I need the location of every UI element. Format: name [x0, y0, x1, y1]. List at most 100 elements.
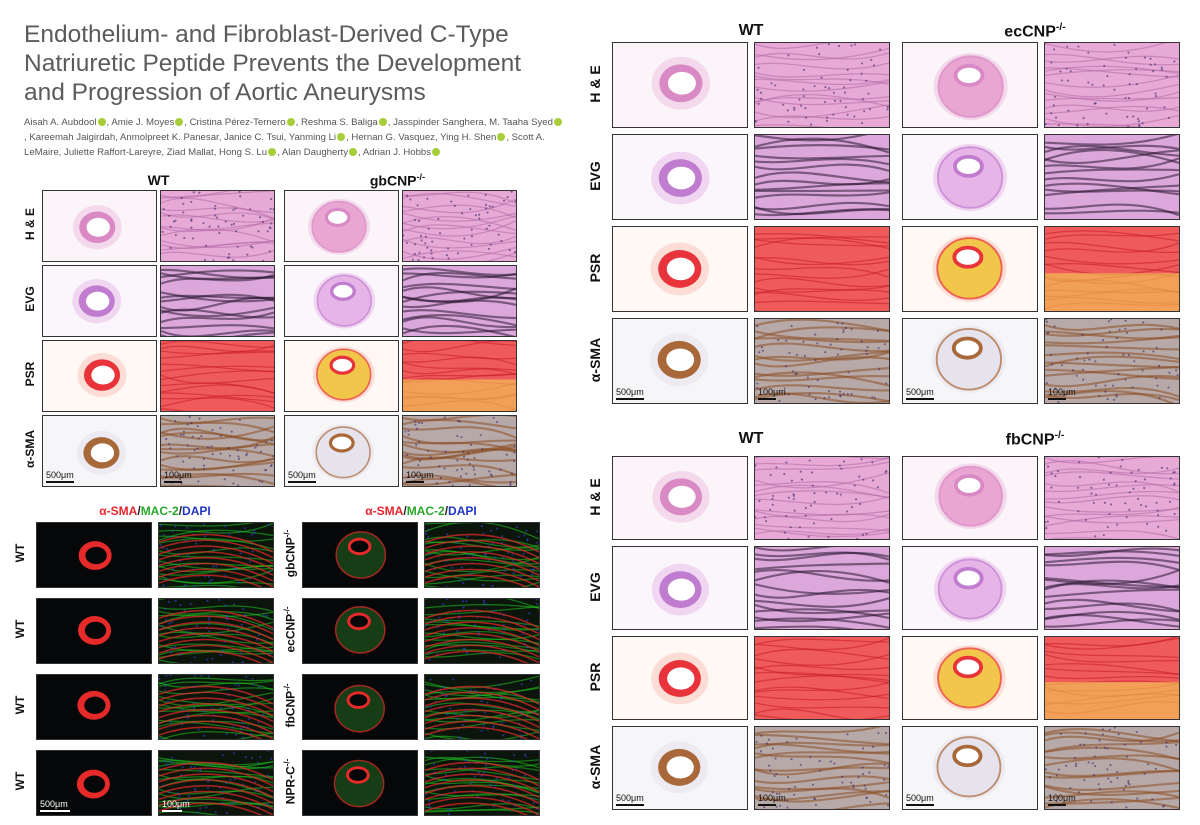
wt-evg-magnified-image: [160, 265, 275, 337]
ko-sma-overview-image: [284, 415, 399, 487]
row-label-he: H & E: [23, 208, 37, 241]
ko-sma-overview-image: [902, 726, 1038, 810]
row-label-wt: WT: [13, 695, 27, 715]
wt-psr-magnified-image: [754, 226, 890, 312]
scale-bar: [758, 804, 776, 806]
panel-immunofluorescence: α-SMA/MAC-2/DAPI α-SMA/MAC-2/DAPI WT gbCNP-…: [12, 502, 557, 816]
scale-bar-label: 100μm: [406, 470, 434, 480]
stain-name: /: [444, 504, 449, 518]
orcid-icon[interactable]: [337, 133, 346, 141]
ko-sma-magnified-image: [1044, 726, 1180, 810]
scale-bar-label: 500μm: [46, 470, 74, 480]
wt-sma-magnified-image: [754, 318, 890, 404]
author-name: Hong S. Lu: [219, 147, 268, 158]
wt-fluorescence-magnified-image: [158, 674, 274, 740]
scale-bar-label: 100μm: [758, 387, 786, 397]
ko-fluorescence-overview-image: [302, 598, 418, 664]
row-label-sma: α-SMA: [23, 429, 37, 469]
wt-psr-magnified-image: [754, 636, 890, 720]
column-header-wt: WT: [738, 430, 764, 447]
ko-he-magnified-image: [402, 190, 517, 262]
column-header-ko: fbCNP-/-: [1005, 430, 1065, 449]
orcid-icon[interactable]: [286, 118, 295, 126]
scale-bar-label: 100μm: [1048, 793, 1076, 803]
stain-legend: α-SMA/MAC-2/DAPI: [302, 502, 540, 520]
wt-fluorescence-overview-image: [36, 598, 152, 664]
stain-name: /: [137, 504, 141, 518]
ko-sma-magnified-image: [402, 415, 517, 487]
wt-evg-magnified-image: [754, 546, 890, 630]
ko-he-magnified-image: [1044, 456, 1180, 540]
scale-bar-label: 500μm: [616, 793, 644, 803]
author-name: Adrian J. Hobbs: [362, 147, 432, 158]
author-name: Reshma S. Baliga: [300, 117, 378, 128]
ko-fluorescence-magnified-image: [424, 674, 540, 740]
scale-bar: [1048, 804, 1066, 806]
row-label-psr: PSR: [587, 253, 603, 283]
row-label-genotype: NPR-C-/-: [282, 758, 298, 805]
author-name: Alan Daugherty: [281, 147, 348, 158]
author-name: Kareemah Jaigirdah: [29, 132, 116, 143]
wt-sma-overview-image: [612, 318, 748, 404]
row-label-evg: EVG: [23, 286, 37, 312]
scale-bar: [288, 481, 316, 483]
ko-evg-magnified-image: [1044, 134, 1180, 220]
ko-psr-overview-image: [284, 340, 399, 412]
wt-he-magnified-image: [754, 42, 890, 128]
author-name: Cristina Pérez-Ternero: [189, 117, 286, 128]
author-name: Hernan G. Vasquez: [351, 132, 435, 143]
stain-legend: α-SMA/MAC-2/DAPI: [36, 502, 274, 520]
wt-psr-magnified-image: [160, 340, 275, 412]
ko-fluorescence-overview-image: [302, 674, 418, 740]
author-name: M. Taaha Syed: [489, 117, 553, 128]
orcid-icon[interactable]: [553, 118, 562, 126]
wt-psr-overview-image: [612, 636, 748, 720]
wt-evg-overview-image: [612, 134, 748, 220]
stain-name: MAC-2: [140, 504, 179, 518]
orcid-icon[interactable]: [497, 133, 506, 141]
wt-sma-overview-image: [42, 415, 157, 487]
column-header-wt: WT: [147, 172, 170, 188]
scale-bar: [906, 804, 934, 806]
author-name: Jasspinder Sanghera: [393, 117, 484, 128]
ko-he-magnified-image: [1044, 42, 1180, 128]
wt-evg-overview-image: [612, 546, 748, 630]
row-label-he: H & E: [587, 65, 603, 103]
ko-evg-magnified-image: [1044, 546, 1180, 630]
orcid-icon[interactable]: [268, 148, 277, 156]
wt-sma-magnified-image: [754, 726, 890, 810]
author-name: Amie J. Moyes: [111, 117, 175, 128]
orcid-icon[interactable]: [349, 148, 357, 156]
scale-bar: [616, 398, 644, 400]
orcid-icon[interactable]: [432, 148, 441, 156]
scale-bar: [40, 810, 70, 812]
stain-name: /: [403, 504, 407, 518]
stain-name: DAPI: [182, 504, 211, 518]
ko-fluorescence-overview-image: [302, 522, 418, 588]
row-label-he: H & E: [587, 478, 603, 516]
scale-bar: [616, 804, 644, 806]
stain-name: MAC-2: [406, 504, 445, 518]
orcid-icon[interactable]: [175, 118, 184, 126]
paper-title: Endothelium- and Fibroblast-Derived C-Ty…: [24, 21, 522, 106]
orcid-icon[interactable]: [97, 118, 106, 126]
author-name: Ying H. Shen: [440, 132, 497, 143]
row-label-evg: EVG: [587, 572, 603, 602]
scale-bar-label: 100μm: [164, 470, 192, 480]
row-label-genotype: gbCNP-/-: [282, 529, 298, 578]
orcid-icon[interactable]: [378, 118, 387, 126]
scale-bar-label: 500μm: [288, 470, 316, 480]
stain-name: α-SMA: [99, 504, 138, 518]
wt-fluorescence-overview-image: [36, 522, 152, 588]
ko-evg-overview-image: [284, 265, 399, 337]
panel-gbcnp-histology: WT gbCNP-/- H & E EVG PSR α-SMA 500μm 100μm 500μ…: [22, 172, 517, 487]
column-header-wt: WT: [738, 22, 764, 39]
scale-bar-label: 100μm: [758, 793, 786, 803]
ko-psr-magnified-image: [1044, 636, 1180, 720]
scale-bar-label: 500μm: [906, 793, 934, 803]
wt-he-magnified-image: [160, 190, 275, 262]
ko-he-overview-image: [902, 456, 1038, 540]
author-name: Scott A. LeMaire: [24, 132, 545, 158]
panel-fbcnp-histology: WT fbCNP-/- H & E EVG PSR α-SMA 500μm 100μm 500μ…: [582, 430, 1180, 810]
scale-bar-label: 500μm: [40, 799, 68, 809]
